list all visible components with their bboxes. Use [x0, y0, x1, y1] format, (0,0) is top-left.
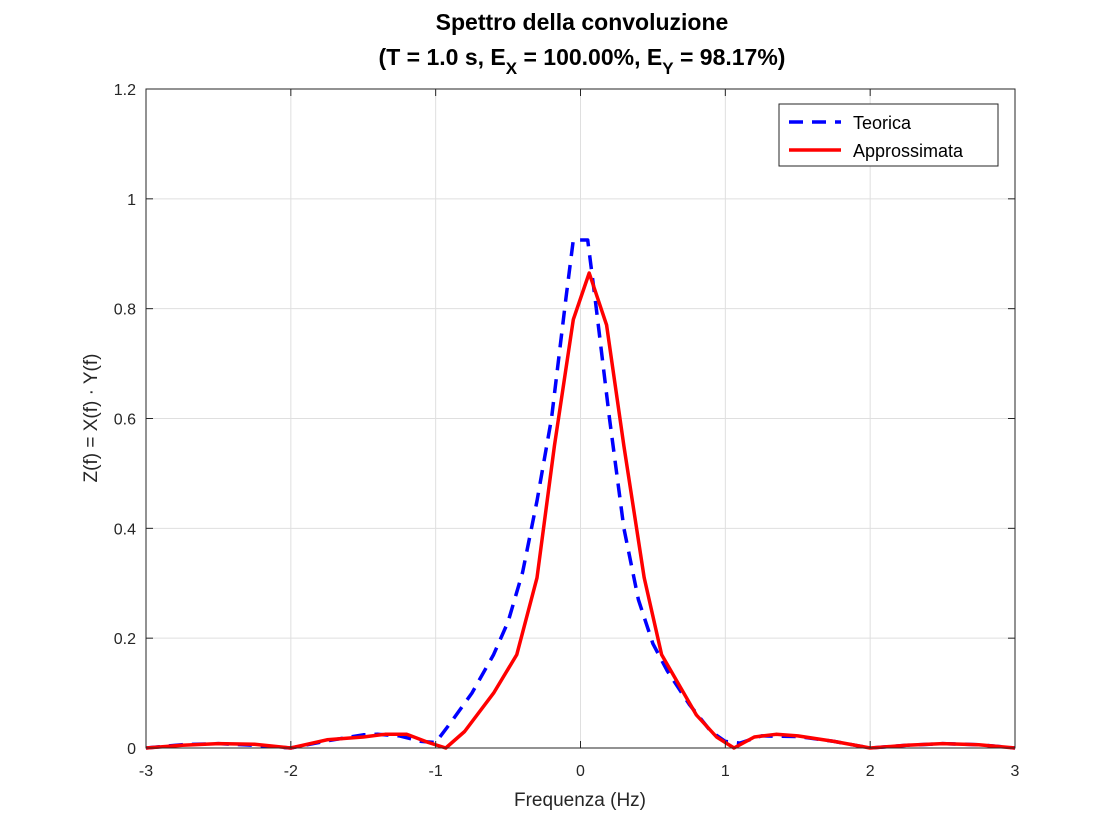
legend-label-approssimata: Approssimata [853, 141, 964, 161]
x-tick-label: -2 [284, 763, 298, 780]
x-tick-label: 3 [1011, 763, 1020, 780]
x-tick-label: -3 [139, 763, 153, 780]
y-tick-label: 0.6 [114, 412, 136, 429]
legend: Teorica Approssimata [778, 103, 999, 167]
y-axis-label: Z(f) = X(f) · Y(f) [81, 354, 102, 483]
legend-box [778, 103, 999, 167]
x-tick-label: 0 [576, 763, 585, 780]
series-line-approssimata [145, 271, 1016, 750]
y-tick-label: 0 [127, 741, 136, 758]
legend-label-teorica: Teorica [853, 113, 912, 133]
y-tick-label: 0.4 [114, 521, 136, 538]
ticks: -3 -2 -1 0 1 2 3 0 0.2 0.4 0.6 0.8 1 1.2 [114, 82, 1020, 780]
x-axis-label: Frequenza (Hz) [514, 790, 646, 811]
x-tick-label: -1 [429, 763, 443, 780]
y-tick-label: 1.2 [114, 82, 136, 99]
chart-subtitle: (T = 1.0 s, EX = 100.00%, EY = 98.17%) [379, 44, 786, 78]
y-tick-label: 0.8 [114, 302, 136, 319]
chart-title: Spettro della convoluzione [436, 9, 729, 35]
y-tick-label: 1 [127, 192, 136, 209]
x-tick-label: 1 [721, 763, 730, 780]
series-layer [145, 238, 1016, 750]
y-tick-label: 0.2 [114, 631, 136, 648]
x-tick-label: 2 [866, 763, 875, 780]
